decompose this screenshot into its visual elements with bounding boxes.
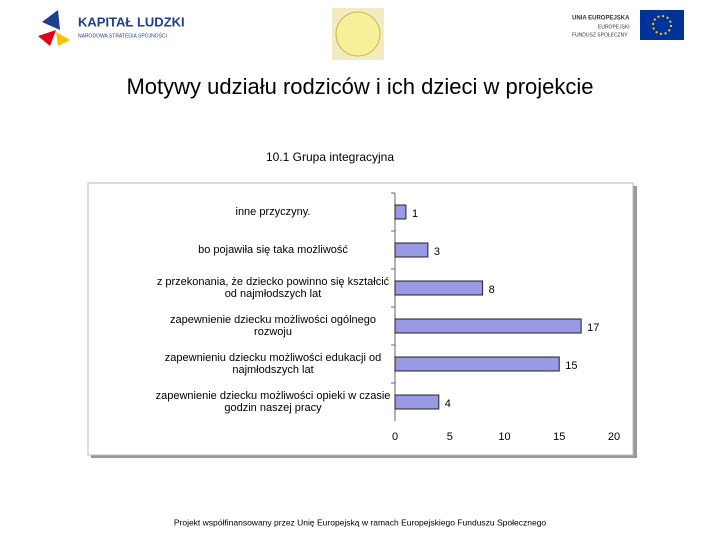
value-label: 4 (445, 398, 451, 410)
bar (394, 242, 429, 258)
bar (394, 318, 582, 334)
value-label: 17 (587, 322, 599, 334)
y-tick-label: bo pojawiła się taka możliwość (198, 244, 348, 256)
eu-flag (640, 10, 684, 40)
eu-text: EUROPEJSKI (598, 24, 630, 30)
y-tick-label: zapewnienie dziecku możliwości opieki w … (155, 390, 391, 414)
y-tick-label: zapewnieniu dziecku możliwości edukacji … (164, 352, 382, 376)
x-tick-label: 5 (447, 431, 453, 443)
bar (394, 394, 440, 410)
y-tick-label: inne przyczyny. (235, 206, 311, 218)
x-tick-label: 15 (553, 431, 565, 443)
bar (394, 356, 560, 372)
chart-title: 10.1 Grupa integracyjna (266, 150, 394, 164)
x-tick-label: 20 (608, 431, 620, 443)
seal (335, 11, 381, 57)
x-tick-label: 0 (392, 431, 398, 443)
logo-subtitle: NARODOWA STRATEGIA SPÓJNOŚCI (78, 31, 167, 39)
logo-shape (42, 10, 60, 30)
x-tick-label: 10 (498, 431, 510, 443)
value-label: 1 (412, 208, 418, 220)
y-tick-label: z przekonania, że dziecko powinno się ks… (156, 276, 390, 300)
y-tick-label: zapewnienie dziecku możliwości ogólnego … (169, 314, 377, 338)
eu-text: UNIA EUROPEJSKA (572, 16, 630, 22)
logo-shape (38, 30, 56, 46)
footer: Projekt współfinansowany przez Unię Euro… (174, 517, 547, 527)
value-label: 3 (434, 246, 440, 258)
logo-title: KAPITAŁ LUDZKI (78, 14, 185, 29)
bar (394, 280, 484, 296)
eu-text: FUNDUSZ SPOŁECZNY (572, 32, 628, 38)
logo-shape (56, 32, 70, 46)
value-label: 8 (489, 284, 495, 296)
bar (394, 204, 407, 220)
slide-title: Motywy udziału rodziców i ich dzieci w p… (126, 74, 593, 99)
eu-stars (652, 15, 672, 35)
value-label: 15 (565, 360, 577, 372)
